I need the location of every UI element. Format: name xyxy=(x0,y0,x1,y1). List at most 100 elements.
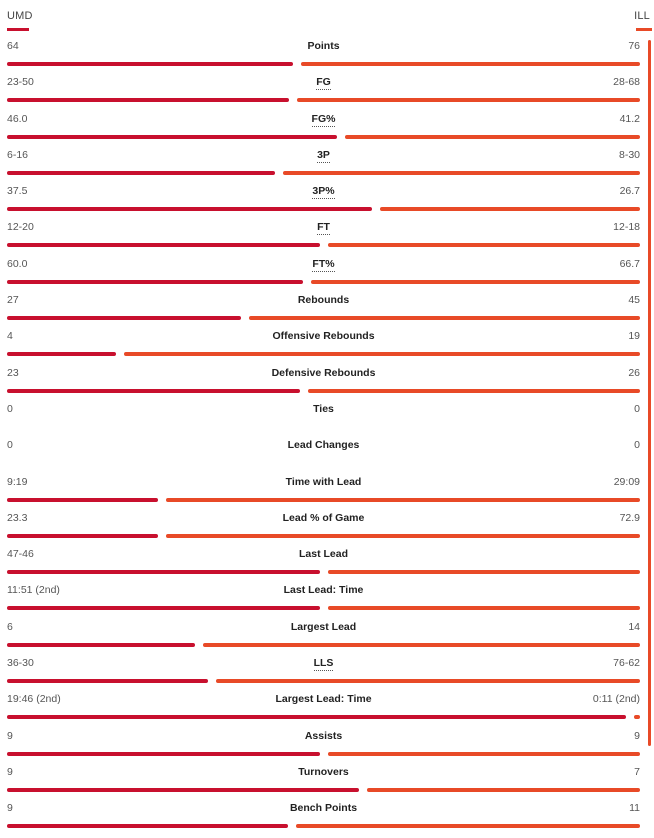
stat-label: Assists xyxy=(0,730,647,743)
home-stat-value: 9 xyxy=(634,729,640,742)
stat-row: 9 Assists 9 xyxy=(0,723,654,759)
stat-label: Rebounds xyxy=(0,294,647,307)
home-stat-bar xyxy=(283,170,640,175)
away-stat-value: 23.3 xyxy=(7,511,28,524)
away-stat-value: 12-20 xyxy=(7,221,34,234)
stat-label: Offensive Rebounds xyxy=(0,330,647,343)
stat-row: 64 Points 76 xyxy=(0,33,654,69)
stat-label-text: FT xyxy=(317,221,330,236)
home-stat-value: 0 xyxy=(634,439,640,452)
home-stat-bar xyxy=(634,715,640,720)
stat-label-text: Points xyxy=(307,40,340,52)
stat-row: 4 Offensive Rebounds 19 xyxy=(0,323,654,359)
stat-label: Last Lead xyxy=(0,548,647,561)
stat-label-text: Defensive Rebounds xyxy=(271,366,376,379)
stat-label[interactable]: FT xyxy=(0,221,647,236)
stat-row: 60.0 FT% 66.7 xyxy=(0,251,654,287)
home-stat-value: 8-30 xyxy=(618,148,640,161)
stat-row: 9:19 Time with Lead 29:09 xyxy=(0,469,654,505)
away-stat-bar xyxy=(7,134,337,139)
home-stat-bar xyxy=(328,570,640,575)
home-stat-value: 0:11 (2nd) xyxy=(592,693,640,706)
home-stat-value: 66.7 xyxy=(619,257,640,270)
stat-row: 11:51 (2nd) Last Lead: Time xyxy=(0,577,654,613)
away-stat-value: 9 xyxy=(7,729,13,742)
stat-row: 19:46 (2nd) Largest Lead: Time 0:11 (2nd) xyxy=(0,686,654,722)
stat-row: 23.3 Lead % of Game 72.9 xyxy=(0,505,654,541)
stat-row: 46.0 FG% 41.2 xyxy=(0,106,654,142)
away-stat-value: 11:51 (2nd) xyxy=(7,584,60,597)
stat-row: 6 Largest Lead 14 xyxy=(0,614,654,650)
away-stat-value: 23-50 xyxy=(7,76,34,89)
home-stat-value: 29:09 xyxy=(613,475,640,488)
away-stat-value: 9:19 xyxy=(7,475,28,488)
away-stat-value: 64 xyxy=(7,40,19,52)
stat-row: 36-30 LLS 76-62 xyxy=(0,650,654,686)
stat-label-text: Ties xyxy=(313,402,334,415)
stat-row: 27 Rebounds 45 xyxy=(0,287,654,323)
away-stat-value: 9 xyxy=(7,802,13,815)
stat-label-text: Bench Points xyxy=(289,802,358,815)
stat-row: 9 Bench Points 11 xyxy=(0,795,654,831)
stat-row: 23 Defensive Rebounds 26 xyxy=(0,360,654,396)
away-stat-bar xyxy=(7,715,626,720)
away-stat-value: 4 xyxy=(7,330,13,343)
home-stat-bar xyxy=(367,787,640,792)
away-stat-bar xyxy=(7,388,300,393)
home-stat-value: 26 xyxy=(628,366,640,379)
home-stat-value: 76-62 xyxy=(613,657,640,670)
away-stat-bar xyxy=(7,497,158,502)
stat-label: Points xyxy=(0,40,647,53)
stats-table: 64 Points 76 23-50 FG 28-68 46.0 FG% 41.2 6-16 3P 8… xyxy=(0,33,654,832)
stat-row: 12-20 FT 12-18 xyxy=(0,214,654,250)
stat-label[interactable]: 3P xyxy=(0,148,647,163)
stat-row: 37.5 3P% 26.7 xyxy=(0,178,654,214)
stat-row: 47-46 Last Lead xyxy=(0,541,654,577)
scrollbar[interactable] xyxy=(648,40,651,746)
stat-label[interactable]: LLS xyxy=(0,657,647,672)
stat-label-text: FG xyxy=(316,76,331,91)
home-stat-value: 14 xyxy=(628,620,640,633)
stat-row: 23-50 FG 28-68 xyxy=(0,69,654,105)
stat-label[interactable]: FG xyxy=(0,76,647,91)
stat-label-text: Last Lead: Time xyxy=(283,584,364,597)
away-stat-value: 47-46 xyxy=(7,548,34,561)
stat-label-text: Last Lead xyxy=(298,548,348,561)
stat-label: Lead % of Game xyxy=(0,512,647,525)
stat-label-text: LLS xyxy=(313,657,334,672)
away-stat-value: 0 xyxy=(7,439,13,452)
team-header: UMD ILL xyxy=(0,0,654,34)
home-stat-bar xyxy=(380,207,640,212)
stat-label[interactable]: 3P% xyxy=(0,185,647,200)
stat-label-text: Turnovers xyxy=(298,765,349,778)
stat-label: Turnovers xyxy=(0,766,647,779)
stat-label: Last Lead: Time xyxy=(0,584,647,597)
stat-label: Bench Points xyxy=(0,802,647,815)
home-stat-value: 19 xyxy=(628,330,640,343)
stat-label-text: FG% xyxy=(311,112,336,127)
away-stat-bar xyxy=(7,679,208,684)
home-stat-bar xyxy=(297,98,640,103)
home-stat-bar xyxy=(308,388,640,393)
away-team-tab[interactable]: UMD xyxy=(7,10,33,22)
stat-row: 0 Ties 0 xyxy=(0,396,654,432)
away-stat-bar xyxy=(7,570,320,575)
stat-label-text: FT% xyxy=(312,257,335,272)
away-stat-value: 9 xyxy=(7,765,13,778)
home-stat-bar xyxy=(311,279,640,284)
stat-label[interactable]: FT% xyxy=(0,257,647,272)
home-stat-bar xyxy=(249,316,640,321)
away-stat-value: 6-16 xyxy=(7,148,29,161)
away-stat-bar xyxy=(7,606,320,611)
away-stat-value: 27 xyxy=(7,294,19,307)
away-stat-bar xyxy=(7,642,195,647)
home-stat-bar xyxy=(166,533,640,538)
stat-label-text: Rebounds xyxy=(297,294,350,307)
home-team-tab[interactable]: ILL xyxy=(634,10,650,22)
stat-label: Largest Lead xyxy=(0,621,647,634)
stat-label[interactable]: FG% xyxy=(0,112,647,127)
stat-row: 0 Lead Changes 0 xyxy=(0,432,654,468)
home-stat-value: 76 xyxy=(628,40,640,52)
away-stat-value: 37.5 xyxy=(7,185,28,198)
stat-label: Lead Changes xyxy=(0,439,647,452)
